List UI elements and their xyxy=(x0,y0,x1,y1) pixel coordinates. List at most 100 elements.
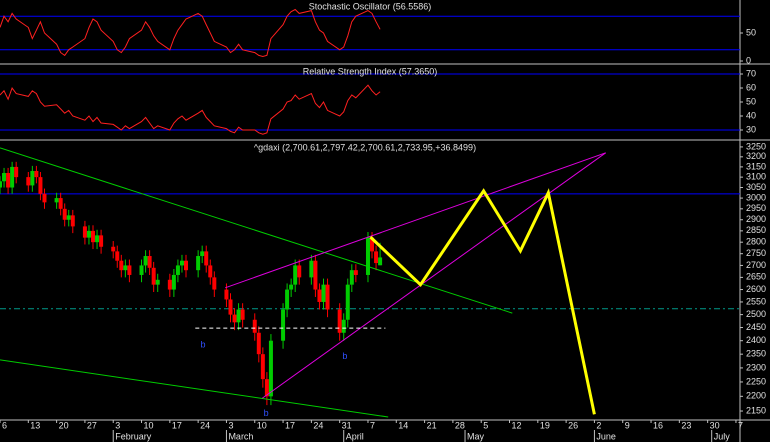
plot-area xyxy=(0,73,740,135)
candle-body xyxy=(345,284,350,320)
y-tick-label: 30 xyxy=(746,124,756,134)
y-tick-label: 2600 xyxy=(746,284,766,294)
x-tick-label: 17 xyxy=(172,420,182,430)
y-tick-label: 2400 xyxy=(746,335,766,345)
trend-line xyxy=(0,147,513,314)
x-tick-label: 24 xyxy=(313,420,323,430)
candle-body xyxy=(378,257,383,266)
y-tick-label: 40 xyxy=(746,110,756,120)
candle-body xyxy=(196,256,201,271)
y-tick-label: 70 xyxy=(746,68,756,78)
x-tick-label: 9 xyxy=(625,420,630,430)
x-tick-label: 2 xyxy=(596,420,601,430)
candle-body xyxy=(370,237,375,252)
trend-line xyxy=(369,188,596,415)
x-tick-label: 5 xyxy=(483,420,488,430)
y-tick-label: 2550 xyxy=(746,296,766,306)
month-label: March xyxy=(228,431,253,441)
plot-area: b b b xyxy=(0,147,740,418)
x-tick-label: 26 xyxy=(568,420,578,430)
candle-body xyxy=(353,270,358,275)
candle-body xyxy=(167,279,172,290)
month-label: May xyxy=(467,431,485,441)
candle-body xyxy=(228,299,233,315)
y-tick-label: 2300 xyxy=(746,362,766,372)
candle-body xyxy=(212,277,217,290)
candle-body xyxy=(349,270,354,285)
x-tick-label: 13 xyxy=(30,420,40,430)
y-tick-label: 2800 xyxy=(746,237,766,247)
candle-body xyxy=(42,193,47,203)
y-tick-label: 3100 xyxy=(746,171,766,181)
plot-area xyxy=(0,8,740,58)
candle-body xyxy=(293,265,298,285)
month-label: April xyxy=(346,431,364,441)
candle-body xyxy=(264,379,269,397)
candle-body xyxy=(123,265,128,271)
y-tick-label: 2200 xyxy=(746,391,766,401)
x-tick-label: 17 xyxy=(285,420,295,430)
candle-body xyxy=(325,284,330,310)
candle-body xyxy=(309,260,314,278)
candle-body xyxy=(285,289,290,310)
candle-body xyxy=(200,251,205,257)
y-tick-label: 3250 xyxy=(746,141,766,151)
candle-body xyxy=(34,170,39,178)
month-label: July xyxy=(714,431,731,441)
trend-line xyxy=(225,152,606,289)
chart-title: Stochastic Oscillator (56.5586) xyxy=(309,1,432,11)
candle-body xyxy=(2,173,7,182)
candle-body xyxy=(236,309,241,323)
candle-body xyxy=(204,251,209,266)
indicator-line xyxy=(0,8,381,58)
candle-body xyxy=(0,181,2,188)
x-tick-label: 24 xyxy=(200,420,210,430)
y-tick-label: 3200 xyxy=(746,151,766,161)
candle-body xyxy=(175,265,180,275)
candle-body xyxy=(208,265,213,278)
y-tick-label: 50 xyxy=(746,96,756,106)
x-tick-label: 28 xyxy=(455,420,465,430)
candle-body xyxy=(86,230,91,238)
candle-body xyxy=(232,314,237,323)
x-tick-label: 19 xyxy=(540,420,550,430)
candle-body xyxy=(91,230,96,243)
candle-body xyxy=(115,251,120,261)
y-tick-label: 2350 xyxy=(746,349,766,359)
y-tick-label: 2650 xyxy=(746,272,766,282)
candle-body xyxy=(374,251,379,264)
x-tick-label: 20 xyxy=(59,420,69,430)
candle-body xyxy=(268,340,273,397)
candle-body xyxy=(184,260,189,271)
y-tick-label: 60 xyxy=(746,82,756,92)
y-tick-label: 3050 xyxy=(746,182,766,192)
candle-body xyxy=(62,208,67,220)
candle-body xyxy=(147,256,152,268)
x-tick-label: 3 xyxy=(115,420,120,430)
y-tick-label: 2700 xyxy=(746,260,766,270)
x-tick-label: 21 xyxy=(427,420,437,430)
candle-body xyxy=(341,319,346,333)
candle-body xyxy=(54,198,59,203)
candle-body xyxy=(26,177,31,186)
annotation: b xyxy=(200,340,205,350)
x-tick-label: 6 xyxy=(2,420,7,430)
indicator-line xyxy=(0,84,381,135)
candle-body xyxy=(70,215,75,227)
y-tick-label: 2750 xyxy=(746,248,766,258)
chart-title: ^gdaxi (2,700.61,2,797.42,2,700.61,2,733… xyxy=(254,142,476,152)
candle-body xyxy=(6,173,11,188)
candle-body xyxy=(289,284,294,290)
candle-body xyxy=(224,289,229,300)
x-tick-label: 12 xyxy=(512,420,522,430)
x-tick-label: 7 xyxy=(738,420,743,430)
month-label: February xyxy=(115,431,152,441)
x-tick-label: 10 xyxy=(257,420,267,430)
y-tick-label: 2450 xyxy=(746,322,766,332)
candle-body xyxy=(260,354,265,380)
candle-body xyxy=(155,279,160,285)
candle-body xyxy=(143,256,148,266)
candle-body xyxy=(10,166,15,188)
